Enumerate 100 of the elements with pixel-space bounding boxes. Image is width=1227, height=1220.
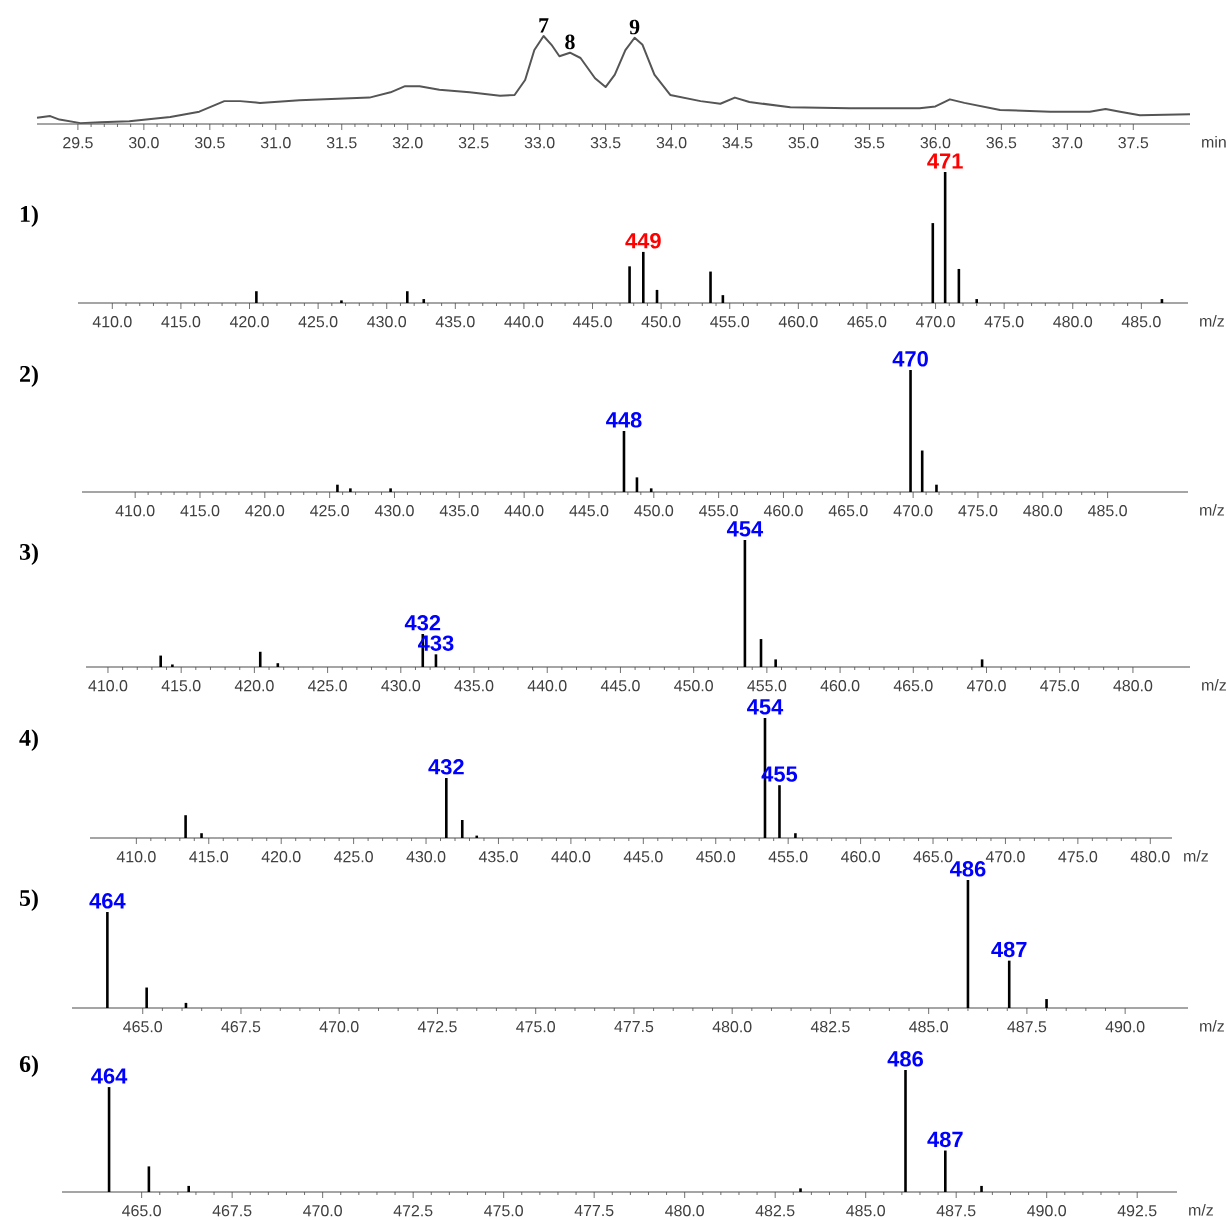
annotation: 470	[892, 351, 928, 367]
annotation: 432	[428, 759, 464, 775]
annotation: 471	[927, 153, 963, 169]
annotation: 7	[539, 18, 549, 33]
bar	[774, 659, 777, 668]
x-tick-label: 420.0	[261, 851, 301, 863]
text: 1)	[20, 205, 38, 227]
bar	[159, 655, 162, 668]
bar	[935, 484, 938, 493]
x-tick-label: 492.5	[1117, 1205, 1157, 1217]
x-tick-label: 475.0	[1058, 851, 1098, 863]
x-tick-label: 460.0	[820, 680, 860, 692]
x-axis-title: min	[1202, 136, 1226, 148]
bar	[641, 251, 645, 304]
x-tick-label: 430.0	[367, 316, 407, 328]
x-tick-label: 475.0	[958, 505, 998, 517]
x-tick-label: 435.0	[478, 851, 518, 863]
x-tick-label: 485.0	[909, 1021, 948, 1033]
x-tick-label: 420.0	[245, 505, 285, 517]
x-tick-label: 410.0	[92, 316, 132, 328]
x-tick-label: 450.0	[641, 316, 681, 328]
bar	[1045, 999, 1048, 1009]
bar	[406, 291, 409, 304]
x-tick-label: 472.5	[417, 1021, 457, 1033]
bar	[920, 450, 924, 493]
x-tick-label: 410.0	[116, 851, 156, 863]
x-tick-label: 37.5	[1118, 137, 1149, 149]
x-tick-label: 37.0	[1052, 137, 1083, 149]
x-axis-title: m/z	[1202, 679, 1226, 691]
x-tick-label: 33.5	[590, 137, 621, 149]
x-tick-label: 35.0	[788, 137, 819, 149]
x-tick-label: 440.0	[551, 851, 591, 863]
annotation: 448	[606, 412, 642, 428]
x-tick-label: 425.0	[308, 680, 347, 692]
bar	[460, 820, 464, 839]
x-tick-label: 34.5	[722, 137, 753, 149]
x-tick-label: 440.0	[504, 505, 544, 517]
x-tick-label: 465.0	[893, 680, 933, 692]
x-tick-label: 415.0	[161, 316, 201, 328]
x-tick-label: 470.0	[319, 1021, 359, 1033]
x-axis-title: m/z	[1189, 1204, 1213, 1216]
chart-title: 6)	[19, 1055, 38, 1077]
x-tick-label: 485.0	[846, 1205, 885, 1217]
annotation: 487	[991, 941, 1027, 958]
x-tick-label: 480.0	[712, 1021, 752, 1033]
x-tick-label: 482.5	[810, 1021, 850, 1033]
x-tick-label: 465.0	[847, 316, 887, 328]
annotation: 487	[927, 1131, 963, 1148]
bar	[258, 651, 262, 668]
x-tick-label: 450.0	[674, 680, 713, 692]
x-tick-label: 485.0	[1121, 316, 1161, 328]
bar	[904, 1070, 907, 1193]
x-tick-label: 465.0	[122, 1205, 161, 1217]
x-tick-label: 425.0	[334, 851, 373, 863]
chart-title: 5)	[19, 889, 38, 911]
x-tick-label: 455.0	[747, 680, 787, 692]
x-tick-label: 410.0	[115, 505, 155, 517]
x-tick-label: 435.0	[454, 680, 494, 692]
annotation: 8	[565, 34, 575, 50]
x-tick-label: 31.0	[260, 137, 291, 149]
x-tick-label: 455.0	[699, 505, 738, 517]
x-tick-label: 480.0	[665, 1205, 704, 1217]
x-tick-label: 472.5	[393, 1205, 433, 1217]
x-tick-label: 450.0	[696, 851, 736, 863]
annotation: 454	[726, 521, 764, 537]
x-tick-label: 32.0	[392, 137, 423, 149]
x-tick-label: 32.5	[458, 137, 489, 149]
x-tick-label: 415.0	[180, 505, 220, 517]
x-tick-label: 487.5	[1007, 1021, 1047, 1033]
x-tick-label: 35.5	[854, 137, 885, 149]
bar	[349, 488, 352, 493]
bar	[944, 1150, 947, 1193]
x-tick-label: 475.0	[1040, 680, 1080, 692]
x-tick-label: 455.0	[768, 851, 808, 863]
x-tick-label: 477.5	[574, 1205, 614, 1217]
x-tick-label: 435.0	[435, 316, 475, 328]
annotation: 432	[404, 615, 441, 631]
x-tick-label: 460.0	[778, 316, 818, 328]
bar	[255, 291, 258, 304]
bar	[909, 370, 912, 493]
bar	[336, 484, 339, 493]
x-tick-label: 31.5	[326, 137, 357, 149]
bar	[778, 785, 781, 839]
x-tick-label: 30.0	[128, 137, 159, 149]
x-tick-label: 475.0	[516, 1021, 556, 1033]
bar	[187, 1185, 191, 1193]
x-tick-label: 480.0	[1023, 505, 1063, 517]
bar	[794, 833, 797, 839]
x-tick-label: 33.0	[524, 137, 555, 149]
x-tick-label: 415.0	[189, 851, 229, 863]
bar	[106, 912, 109, 1009]
bar	[975, 299, 979, 304]
x-tick-label: 410.0	[88, 680, 128, 692]
x-tick-label: 467.5	[221, 1021, 261, 1033]
chart-title: 4)	[19, 729, 38, 751]
x-tick-label: 480.0	[1053, 316, 1093, 328]
x-tick-label: 490.0	[1105, 1021, 1145, 1033]
x-tick-label: 465.0	[828, 505, 868, 517]
bar	[340, 300, 343, 304]
x-tick-label: 465.0	[123, 1021, 163, 1033]
